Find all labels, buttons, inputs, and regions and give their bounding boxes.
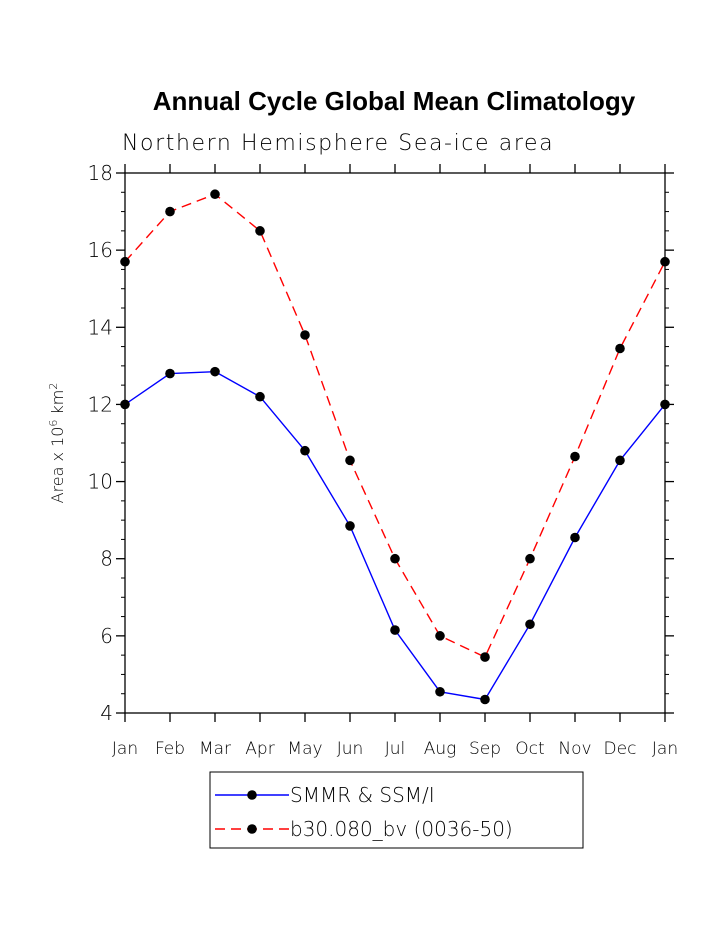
y-tick-label: 10 xyxy=(88,470,113,494)
legend: SMMR & SSM/I b30.080_bv (0036-50) xyxy=(209,771,584,849)
y-axis-label: Area x 106 km2 xyxy=(47,383,68,504)
y-tick-label: 12 xyxy=(88,392,113,416)
y-axis-label-base: Area x 10 xyxy=(48,427,67,504)
x-tick-label: Feb xyxy=(155,739,185,759)
x-tick-label: Jul xyxy=(385,739,406,759)
data-point-series-0 xyxy=(165,368,175,379)
x-tick-label: Nov xyxy=(558,739,591,759)
y-tick-label: 14 xyxy=(88,315,113,339)
series-layer xyxy=(120,189,670,705)
legend-label-smmr: SMMR & SSM/I xyxy=(290,783,435,807)
x-tick-label: Sep xyxy=(469,739,501,759)
x-tick-label: May xyxy=(287,739,322,759)
y-tick-label: 16 xyxy=(88,238,113,262)
data-point-series-0 xyxy=(435,686,445,697)
y-tick-label: 8 xyxy=(100,547,113,571)
x-tick-label: Aug xyxy=(424,739,457,759)
x-tick-label: Jan xyxy=(652,739,678,759)
y-axis-label-unit-exponent: 2 xyxy=(47,383,60,390)
chart-title: Annual Cycle Global Mean Climatology xyxy=(153,86,636,116)
series-line-1 xyxy=(124,193,666,658)
x-axis-tick-labels: Jan Feb Mar Apr May Jun Jul Aug Sep Oct Nov Dec Jan xyxy=(112,739,678,759)
x-tick-label: Jun xyxy=(337,739,364,759)
data-point-series-0 xyxy=(300,445,310,456)
data-point-series-1 xyxy=(615,343,625,354)
legend-marker-b30 xyxy=(247,824,257,834)
data-point-series-0 xyxy=(525,619,535,630)
data-point-series-0 xyxy=(390,625,400,635)
y-axis-label-unit: km xyxy=(48,390,67,420)
data-point-series-0 xyxy=(210,366,220,377)
legend-label-b30: b30.080_bv (0036-50) xyxy=(290,817,513,841)
chart-subtitle: Northern Hemisphere Sea-ice area xyxy=(122,131,554,156)
axis-tick-marks xyxy=(116,164,674,722)
y-axis-label-base-exponent: 6 xyxy=(47,420,60,427)
data-point-series-0 xyxy=(615,455,625,466)
data-point-series-0 xyxy=(570,532,580,543)
data-point-series-1 xyxy=(165,206,175,217)
y-tick-label: 6 xyxy=(100,624,113,648)
y-tick-label: 18 xyxy=(88,161,113,185)
data-point-series-1 xyxy=(480,652,490,662)
data-point-series-1 xyxy=(570,451,580,462)
plot-frame xyxy=(124,172,666,714)
x-tick-label: Oct xyxy=(515,739,544,759)
data-point-series-1 xyxy=(210,189,220,200)
x-tick-label: Mar xyxy=(199,739,231,759)
data-point-series-1 xyxy=(390,553,400,564)
data-point-series-0 xyxy=(480,694,490,705)
y-tick-label: 4 xyxy=(100,701,113,725)
x-tick-label: Dec xyxy=(604,739,637,759)
data-point-series-1 xyxy=(435,631,445,641)
x-tick-label: Apr xyxy=(245,739,274,759)
y-axis-tick-labels: 4 6 8 10 12 14 16 18 xyxy=(88,161,113,725)
x-tick-label: Jan xyxy=(112,739,138,759)
data-point-series-0 xyxy=(255,391,265,402)
data-point-series-1 xyxy=(255,226,265,236)
data-point-series-1 xyxy=(525,553,535,564)
legend-box xyxy=(209,771,584,849)
data-point-series-0 xyxy=(345,521,355,531)
legend-marker-smmr xyxy=(247,790,257,800)
series-line-0 xyxy=(124,370,666,701)
data-point-series-1 xyxy=(345,455,355,466)
data-point-series-1 xyxy=(300,330,310,340)
